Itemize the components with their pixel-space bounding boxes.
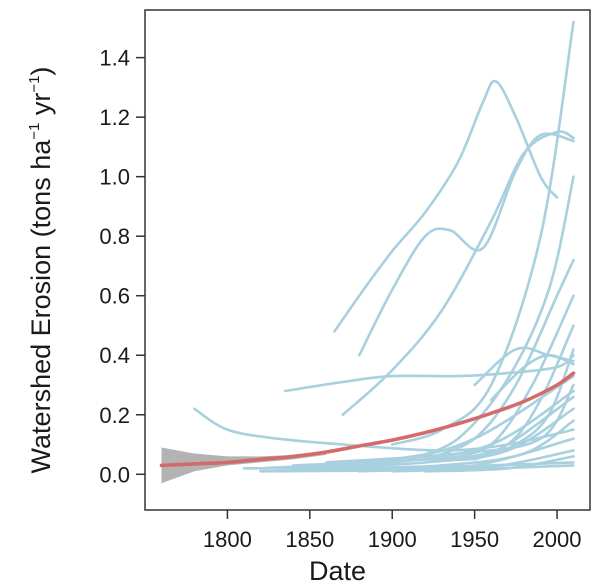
x-axis-title: Date	[309, 556, 366, 586]
watershed-series-line-5	[407, 175, 575, 461]
y-tick-label-2: 0.4	[99, 343, 130, 368]
y-tick-label-7: 1.4	[99, 46, 130, 71]
y-tick-label-3: 0.6	[99, 284, 130, 309]
watershed-series-line-7	[283, 353, 575, 393]
y-tick-label-6: 1.2	[99, 105, 130, 130]
y-axis-title-close: )	[26, 67, 56, 76]
trend-line-layer	[159, 371, 576, 468]
y-axis-title-sup-2: −1	[26, 76, 43, 93]
plot-frame	[144, 9, 591, 511]
trend-line	[159, 371, 576, 468]
watershed-series-line-9	[440, 294, 575, 461]
watershed-series-line-22	[325, 383, 575, 464]
y-tick-label-1: 0.2	[99, 403, 130, 428]
watershed-series-line-10	[456, 324, 575, 461]
x-tick-label-1950: 1950	[450, 527, 499, 552]
x-tick-label-1850: 1850	[285, 527, 334, 552]
y-axis-title-sup-1: −1	[26, 123, 43, 140]
y-axis-title: Watershed Erosion (tons ha−1 yr−1)	[26, 67, 56, 474]
watershed-series-line-21	[292, 395, 575, 467]
watershed-series-line-4	[390, 20, 575, 446]
watershed-series-line-24	[489, 353, 575, 402]
y-axis-title-main: Watershed Erosion (tons ha	[26, 139, 56, 474]
y-axis-ticks: 0.0 0.2 0.4 0.6 0.8 1.0 1.2 1.4	[99, 46, 145, 487]
x-tick-label-2000: 2000	[533, 527, 582, 552]
watershed-series-line-19	[242, 461, 575, 471]
individual-series-layer	[193, 20, 575, 473]
x-axis-ticks: 1800 1850 1900 1950 2000	[203, 510, 582, 552]
y-tick-label-0: 0.0	[99, 462, 130, 487]
y-tick-label-4: 0.8	[99, 224, 130, 249]
watershed-series-line-2	[358, 132, 575, 357]
x-tick-label-1900: 1900	[368, 527, 417, 552]
watershed-series-line-1	[333, 79, 559, 333]
x-tick-label-1800: 1800	[203, 527, 252, 552]
watershed-series-line-20	[259, 464, 575, 473]
watershed-series-line-8	[423, 258, 575, 461]
y-tick-label-5: 1.0	[99, 165, 130, 190]
y-axis-title-unit: yr	[26, 93, 56, 123]
